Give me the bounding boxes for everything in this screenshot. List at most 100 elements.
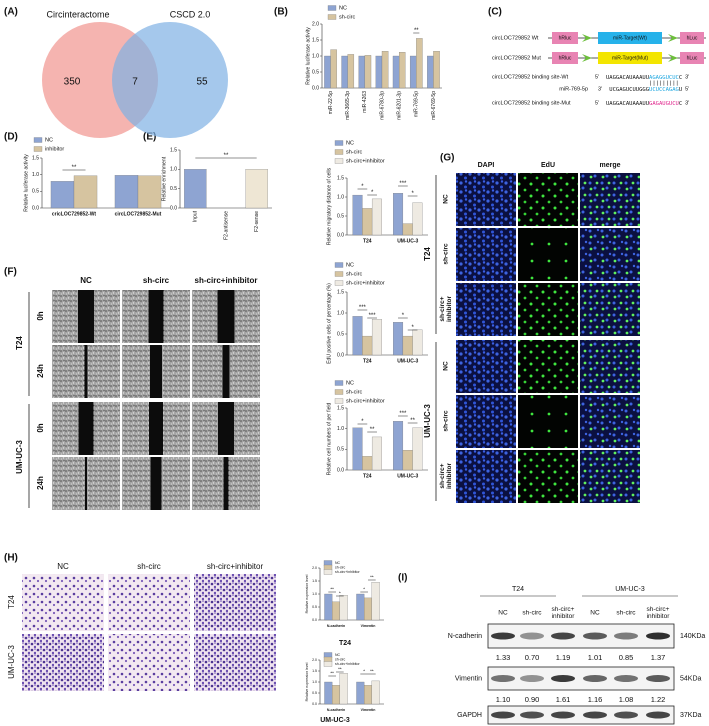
protein-label: N-cadherin bbox=[448, 633, 482, 640]
scratch-gap bbox=[150, 345, 162, 398]
strand-end: 5' bbox=[685, 86, 689, 92]
y-tick-label: 1.5 bbox=[337, 175, 344, 181]
scratch-gap bbox=[217, 290, 235, 343]
legend-label: NC bbox=[346, 140, 354, 146]
x-tick-label: Input bbox=[193, 210, 199, 222]
panel-label: (G) bbox=[440, 153, 454, 164]
blot-band bbox=[491, 675, 515, 682]
x-tick-label: T24 bbox=[363, 473, 372, 479]
bar bbox=[402, 450, 413, 471]
band-quantity: 1.19 bbox=[556, 653, 571, 662]
y-axis-label: EdU positive cells of percentage (%) bbox=[326, 283, 332, 364]
bar bbox=[409, 55, 417, 89]
venn-count: 7 bbox=[132, 77, 138, 88]
fluorescence-image bbox=[456, 283, 516, 336]
construct-part-label: miR-Target(Mut) bbox=[612, 55, 648, 61]
molecular-weight: 140KDa bbox=[680, 633, 705, 640]
y-tick-label: 0.5 bbox=[32, 189, 39, 195]
y-tick-label: 0.5 bbox=[312, 605, 317, 609]
bar bbox=[398, 52, 406, 89]
scratch-gap bbox=[85, 457, 87, 510]
significance-label: * bbox=[361, 184, 364, 190]
panel-label: (B) bbox=[274, 7, 288, 18]
venn-set bbox=[112, 22, 228, 138]
blot-band bbox=[551, 711, 575, 719]
fluorescence-image bbox=[518, 395, 578, 448]
construct-part bbox=[680, 52, 704, 64]
bar bbox=[184, 169, 207, 209]
significance-label: * bbox=[339, 591, 341, 596]
bar bbox=[402, 223, 413, 236]
x-tick-label: miR-6769-5p bbox=[431, 91, 437, 120]
construct-part bbox=[552, 52, 578, 64]
band-quantity: 1.01 bbox=[588, 653, 603, 662]
y-tick-label: 2.0 bbox=[312, 566, 317, 570]
blot-band bbox=[551, 675, 575, 682]
bar bbox=[332, 601, 340, 621]
legend-swatch bbox=[334, 140, 344, 146]
legend-swatch bbox=[327, 5, 337, 11]
bar bbox=[362, 335, 373, 356]
strand-end: 3' bbox=[598, 86, 602, 92]
fluorescence-image bbox=[518, 340, 578, 393]
band-quantity: 0.90 bbox=[525, 695, 540, 704]
significance-label: *** bbox=[399, 411, 407, 417]
bar bbox=[362, 208, 373, 236]
y-axis-label: Relative luciferase activity bbox=[23, 154, 29, 212]
fluorescence-image bbox=[580, 228, 640, 281]
fluorescence-image bbox=[580, 395, 640, 448]
sequence: UCGAGUCUUGGGUCUCCAGAGU bbox=[609, 87, 682, 93]
column-header: sh-circ bbox=[137, 562, 161, 571]
bar bbox=[433, 51, 440, 89]
strand-end: 3' bbox=[685, 100, 689, 106]
legend-label: sh-circ+inhibitor bbox=[335, 570, 360, 574]
construct-part bbox=[552, 32, 578, 44]
legend-swatch bbox=[334, 398, 344, 404]
venn-count: 55 bbox=[196, 77, 208, 88]
sequence-part: C bbox=[679, 75, 682, 81]
band-quantity: 1.16 bbox=[588, 695, 603, 704]
y-axis-label: Relative luciferase activity bbox=[305, 27, 311, 85]
base-pairing: ||||||||| bbox=[649, 81, 679, 87]
construct-part bbox=[598, 52, 662, 64]
legend-label: sh-circ+inhibitor bbox=[346, 280, 385, 286]
legend-swatch bbox=[334, 149, 344, 155]
legend-label: sh-circ bbox=[335, 565, 346, 569]
bar bbox=[381, 51, 389, 89]
sequence: UAGGACAUAAAUUGAGAUGUCUC bbox=[606, 101, 682, 107]
construct-part-label: miR-Target(Wt) bbox=[613, 35, 647, 41]
sequence-part: AGAGGUCUC bbox=[649, 75, 679, 81]
row-label: 0h bbox=[36, 311, 45, 320]
y-tick-label: 0.0 bbox=[312, 702, 317, 706]
construct-part-label: hRluc bbox=[559, 55, 572, 61]
panel-label: (F) bbox=[4, 267, 17, 278]
legend-label: NC bbox=[339, 5, 347, 11]
y-tick-label: 1.5 bbox=[312, 669, 317, 673]
bar bbox=[356, 681, 365, 705]
construct-part bbox=[680, 32, 704, 44]
bar bbox=[412, 329, 423, 356]
significance-label: * bbox=[411, 191, 414, 197]
blot-band bbox=[614, 675, 638, 682]
y-axis-label: Relative enrichment bbox=[161, 156, 167, 201]
y-tick-label: 1.0 bbox=[337, 426, 344, 432]
x-tick-label: UM-UC-3 bbox=[397, 358, 418, 364]
group-header: UM-UC-3 bbox=[615, 586, 645, 593]
significance-label: *** bbox=[399, 181, 407, 187]
column-header: merge bbox=[599, 162, 620, 169]
bar bbox=[352, 427, 363, 471]
bar bbox=[73, 175, 98, 209]
binding-label: circLOC729852 binding site-Wt bbox=[492, 74, 569, 80]
bar bbox=[371, 319, 382, 356]
fluorescence-image bbox=[518, 228, 578, 281]
sequence-part: U bbox=[679, 87, 682, 93]
significance-label: ** bbox=[330, 587, 334, 592]
bar bbox=[416, 38, 423, 89]
y-tick-label: 0.0 bbox=[312, 85, 319, 91]
scratch-gap bbox=[222, 345, 230, 398]
bar bbox=[245, 169, 268, 209]
blot-band bbox=[491, 711, 515, 719]
legend-label: sh-circ bbox=[335, 657, 346, 661]
bar bbox=[339, 673, 348, 705]
